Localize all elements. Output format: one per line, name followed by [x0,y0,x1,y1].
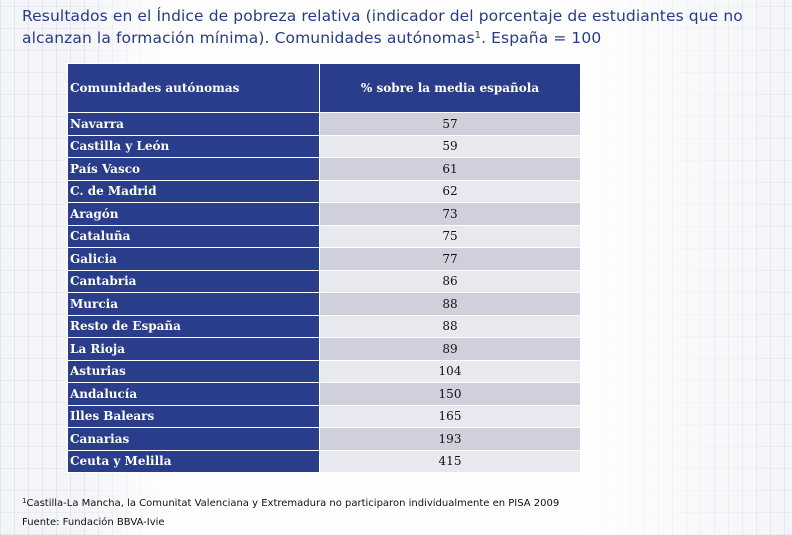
table-row: Cantabria 86 [67,269,581,293]
title-superscript: 1 [474,30,482,41]
page-title: Resultados en el Índice de pobreza relat… [22,6,782,48]
region-cell: Asturias [67,359,320,383]
percentage-cell: 77 [319,247,581,271]
percentage-cell: 89 [319,337,581,361]
region-cell: Resto de España [67,314,320,338]
results-table: Comunidades autónomas % sobre la media e… [67,63,581,473]
percentage-cell: 62 [319,179,581,203]
header-percentage: % sobre la media española [319,63,581,113]
table-row: Asturias 104 [67,359,581,383]
region-cell: Cantabria [67,269,320,293]
table-row: Canarias 193 [67,427,581,451]
table-row: Illes Balears 165 [67,404,581,428]
percentage-cell: 88 [319,314,581,338]
title-text: Resultados en el Índice de pobreza relat… [22,7,743,47]
region-cell: C. de Madrid [67,179,320,203]
table-row: Resto de España 88 [67,314,581,338]
region-cell: Cataluña [67,224,320,248]
table-row: Castilla y León 59 [67,134,581,158]
table-row: Aragón 73 [67,202,581,226]
percentage-cell: 88 [319,292,581,316]
region-cell: Galicia [67,247,320,271]
table-body: Navarra 57 Castilla y León 59 País Vasco 61 C.… [67,112,581,473]
percentage-cell: 86 [319,269,581,293]
region-cell: Andalucía [67,382,320,406]
table-row: La Rioja 89 [67,337,581,361]
region-cell: La Rioja [67,337,320,361]
footnote-text: Castilla-La Mancha, la Comunitat Valenci… [26,498,560,509]
table-row: Galicia 77 [67,247,581,271]
region-cell: Canarias [67,427,320,451]
percentage-cell: 150 [319,382,581,406]
region-cell: Aragón [67,202,320,226]
table-row: Ceuta y Melilla 415 [67,449,581,473]
region-cell: Murcia [67,292,320,316]
region-cell: País Vasco [67,157,320,181]
footnote-marker: 1 [22,497,27,505]
percentage-cell: 57 [319,112,581,136]
percentage-cell: 104 [319,359,581,383]
percentage-cell: 59 [319,134,581,158]
region-cell: Navarra [67,112,320,136]
table-row: Cataluña 75 [67,224,581,248]
source-note: Fuente: Fundación BBVA-Ivie [22,517,165,528]
header-region: Comunidades autónomas [67,63,320,113]
table-row: Murcia 88 [67,292,581,316]
region-cell: Ceuta y Melilla [67,449,320,473]
region-cell: Castilla y León [67,134,320,158]
table-row: Andalucía 150 [67,382,581,406]
table-row: C. de Madrid 62 [67,179,581,203]
percentage-cell: 165 [319,404,581,428]
table-row: Navarra 57 [67,112,581,136]
percentage-cell: 61 [319,157,581,181]
percentage-cell: 75 [319,224,581,248]
percentage-cell: 415 [319,449,581,473]
table-header-row: Comunidades autónomas % sobre la media e… [67,63,581,113]
table-row: País Vasco 61 [67,157,581,181]
region-cell: Illes Balears [67,404,320,428]
title-suffix: . España = 100 [481,29,602,47]
percentage-cell: 193 [319,427,581,451]
percentage-cell: 73 [319,202,581,226]
footnote: 1Castilla-La Mancha, la Comunitat Valenc… [22,497,559,509]
